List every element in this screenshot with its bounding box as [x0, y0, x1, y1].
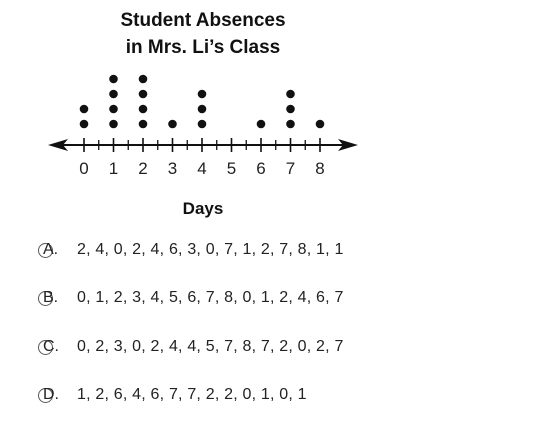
radio-button-b[interactable]	[38, 290, 53, 306]
data-dot	[109, 89, 118, 99]
radio-button-a[interactable]	[38, 242, 53, 258]
choice-a[interactable]	[38, 237, 53, 263]
tick-labels: 0 1 2 3 4 5 6 7 8	[79, 159, 324, 178]
tick-label: 3	[168, 159, 177, 178]
choice-d-letter: D.	[43, 386, 59, 403]
tick-label: 7	[286, 159, 295, 178]
data-dot	[79, 119, 89, 129]
choice-d[interactable]	[38, 382, 53, 408]
data-dot	[109, 119, 118, 129]
data-dot	[286, 104, 295, 114]
data-dot	[286, 119, 295, 129]
tick-label: 4	[197, 159, 206, 178]
x-axis-label: Days	[183, 199, 224, 218]
dot-plot-svg: Student Absences in Mrs. Li’s Class 0 1 2 3…	[48, 10, 358, 218]
chart-title-line-1: Student Absences	[120, 10, 285, 31]
dot-plot-figure: Student Absences in Mrs. Li’s Class 0 1 2 3…	[48, 10, 358, 218]
tick-label: 6	[256, 159, 265, 178]
choice-a-text: 2, 4, 0, 2, 4, 6, 3, 0, 7, 1, 2, 7, 8, 1…	[77, 241, 344, 258]
data-dot	[197, 89, 207, 99]
data-dot	[109, 104, 118, 114]
tick-label: 1	[109, 159, 118, 178]
data-dot	[138, 89, 148, 99]
data-dot	[315, 119, 325, 129]
choice-b-letter: B.	[43, 289, 59, 306]
choice-b-text: 0, 1, 2, 3, 4, 5, 6, 7, 8, 0, 1, 2, 4, 6…	[77, 289, 344, 306]
chart-title-line-2: in Mrs. Li’s Class	[126, 37, 281, 58]
data-dot	[138, 74, 148, 84]
tick-label: 8	[315, 159, 324, 178]
left-arrow-icon	[48, 139, 68, 151]
choice-d-text: 1, 2, 6, 4, 6, 7, 7, 2, 2, 0, 1, 0, 1	[77, 386, 307, 403]
data-dot	[197, 104, 207, 114]
data-dot	[109, 74, 118, 84]
choice-c[interactable]	[38, 334, 53, 360]
number-line	[48, 138, 358, 152]
data-dot	[79, 104, 89, 114]
radio-button-d[interactable]	[38, 387, 53, 403]
data-dot	[138, 119, 148, 129]
choice-c-text: 0, 2, 3, 0, 2, 4, 4, 5, 7, 8, 7, 2, 0, 2…	[77, 338, 344, 355]
radio-button-c[interactable]	[38, 339, 53, 355]
right-arrow-icon	[338, 139, 358, 151]
data-dot	[197, 119, 207, 129]
choice-a-letter: A.	[43, 241, 59, 258]
data-dots	[79, 74, 325, 129]
data-dot	[138, 104, 148, 114]
choice-c-letter: C.	[43, 338, 59, 355]
choice-b[interactable]	[38, 285, 53, 311]
tick-label: 2	[138, 159, 147, 178]
tick-label: 0	[79, 159, 88, 178]
data-dot	[168, 119, 177, 129]
data-dot	[256, 119, 266, 129]
tick-label: 5	[227, 159, 236, 178]
data-dot	[286, 89, 295, 99]
